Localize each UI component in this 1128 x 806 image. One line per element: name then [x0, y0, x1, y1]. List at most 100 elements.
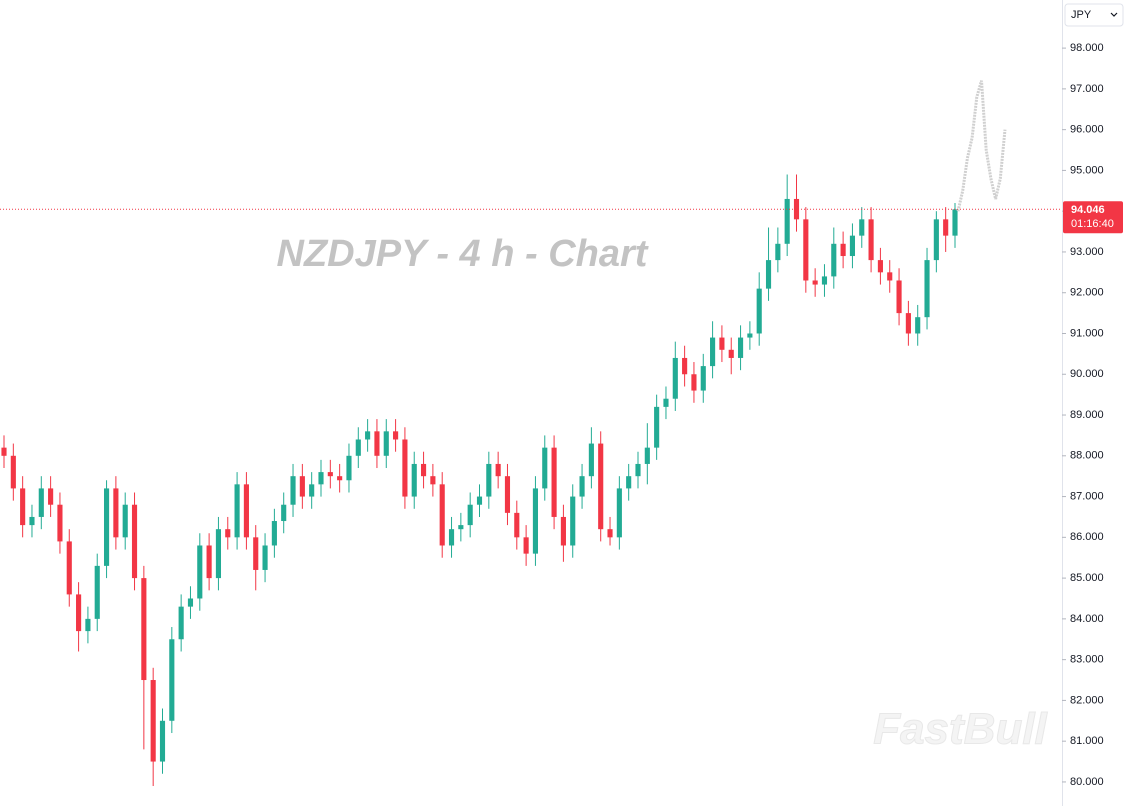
candle-body [103, 488, 110, 566]
candle-body [504, 476, 511, 513]
candle-body [159, 720, 166, 762]
candle-body [728, 349, 734, 358]
candle-body [355, 439, 361, 456]
candle-body [131, 504, 138, 579]
candle-body [243, 484, 249, 538]
currency-box[interactable] [1064, 3, 1124, 27]
candles [1, 174, 958, 787]
y-tick-label: 86.000 [1070, 531, 1104, 543]
candle-body [831, 243, 837, 277]
candle-body [523, 537, 529, 554]
candle-body [458, 525, 464, 530]
candle-body [915, 317, 921, 334]
candle-body [877, 260, 883, 273]
candle-body [887, 272, 893, 281]
chart-title: NZDJPY - 4 h - Chart [277, 233, 649, 275]
y-tick-label: 84.000 [1070, 613, 1104, 625]
candle-body [924, 260, 930, 318]
candle-body [365, 431, 371, 440]
candle-body [20, 488, 26, 526]
candle-body [560, 516, 566, 546]
candle-body [215, 529, 222, 579]
candle-body [430, 476, 436, 485]
candle-body [290, 476, 296, 505]
candle-body [710, 337, 716, 367]
candle-body [952, 209, 958, 236]
y-tick-label: 93.000 [1070, 246, 1104, 258]
candle-body [141, 578, 147, 681]
y-tick-label: 90.000 [1070, 368, 1104, 380]
candle-body [150, 680, 156, 762]
currency-select[interactable]: JPY [1064, 3, 1124, 27]
candle-body [672, 357, 678, 399]
candle-body [700, 366, 706, 391]
candle-body [803, 219, 809, 281]
candle-body [905, 313, 911, 334]
candle-body [309, 484, 315, 497]
candle-body [393, 431, 399, 440]
candle-body [542, 447, 548, 489]
candle-body [765, 260, 772, 289]
candle-body [514, 512, 520, 538]
price-label-box [1063, 201, 1123, 234]
candle-body [635, 463, 641, 477]
candle-body [206, 545, 212, 579]
y-tick-label: 88.000 [1070, 450, 1104, 462]
candle-body [253, 537, 259, 570]
projection-line [956, 80, 1007, 212]
candle-body [94, 565, 100, 619]
candle-body [812, 280, 818, 285]
candle-body [943, 219, 949, 236]
candle-body [113, 488, 119, 538]
y-tick-label: 97.000 [1070, 83, 1104, 95]
candle-body [197, 545, 203, 599]
candle-body [747, 333, 753, 338]
y-tick-label: 92.000 [1070, 287, 1104, 299]
y-tick-label: 81.000 [1070, 735, 1104, 747]
candle-body [271, 521, 277, 546]
candle-body [66, 541, 72, 595]
candle-body [448, 529, 455, 546]
candle-body [486, 463, 492, 497]
candle-body [76, 594, 82, 632]
candle-body [616, 488, 622, 538]
candle-body [38, 488, 44, 517]
candle-body [327, 472, 333, 477]
candle-body [682, 357, 688, 375]
candle-body [775, 243, 781, 261]
y-tick-label: 83.000 [1070, 654, 1104, 666]
candle-body [383, 431, 389, 456]
candle-body [169, 639, 175, 721]
candle-body [10, 455, 16, 489]
candle-body [570, 496, 576, 546]
candle-body [29, 516, 35, 526]
candle-body [868, 219, 874, 261]
candle-body [756, 288, 762, 334]
candle-body [225, 529, 231, 538]
candle-body [784, 198, 790, 244]
candle-body [262, 545, 268, 570]
candle-body [495, 463, 501, 477]
watermark: FastBull [873, 705, 1047, 754]
candle-body [420, 463, 427, 477]
candle-body [187, 598, 194, 607]
currency-label[interactable]: JPY [1071, 9, 1092, 21]
candle-body [411, 463, 417, 497]
candle-body [299, 476, 305, 497]
candle-body [859, 219, 865, 236]
candle-body [85, 618, 91, 632]
y-tick-label: 91.000 [1070, 327, 1104, 339]
y-tick-label: 96.000 [1070, 124, 1104, 136]
y-tick-label: 85.000 [1070, 572, 1104, 584]
y-tick-label: 95.000 [1070, 164, 1104, 176]
countdown-label: 01:16:40 [1071, 218, 1114, 230]
candle-body [346, 455, 352, 481]
candle-body [607, 529, 613, 538]
candle-body [663, 398, 669, 407]
candle-body [402, 439, 408, 497]
price-label: 94.046 [1071, 204, 1105, 216]
dropdown-arrow[interactable] [1110, 12, 1118, 17]
candle-body [48, 488, 54, 505]
candle-body [374, 431, 380, 456]
